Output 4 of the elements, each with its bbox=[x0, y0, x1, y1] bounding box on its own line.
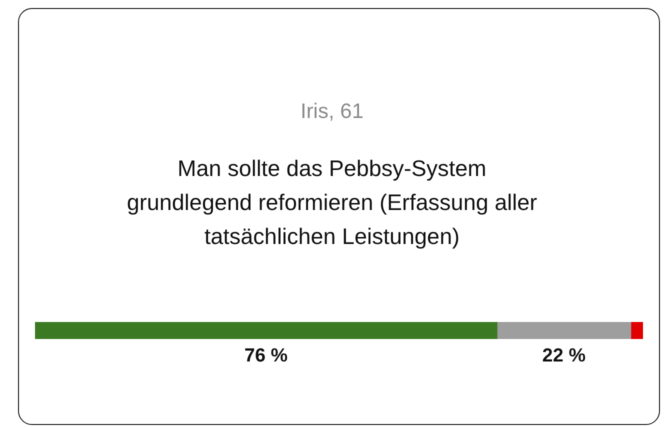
chart-title: Man sollte das Pebbsy-System grundlegend reformieren (Erfassung aller tatsächlichen Leistungen) bbox=[126, 155, 538, 251]
data-label: 76 % bbox=[244, 346, 288, 367]
chart-subtitle: Iris, 61 bbox=[299, 100, 365, 124]
data-label: 22 % bbox=[542, 346, 586, 367]
